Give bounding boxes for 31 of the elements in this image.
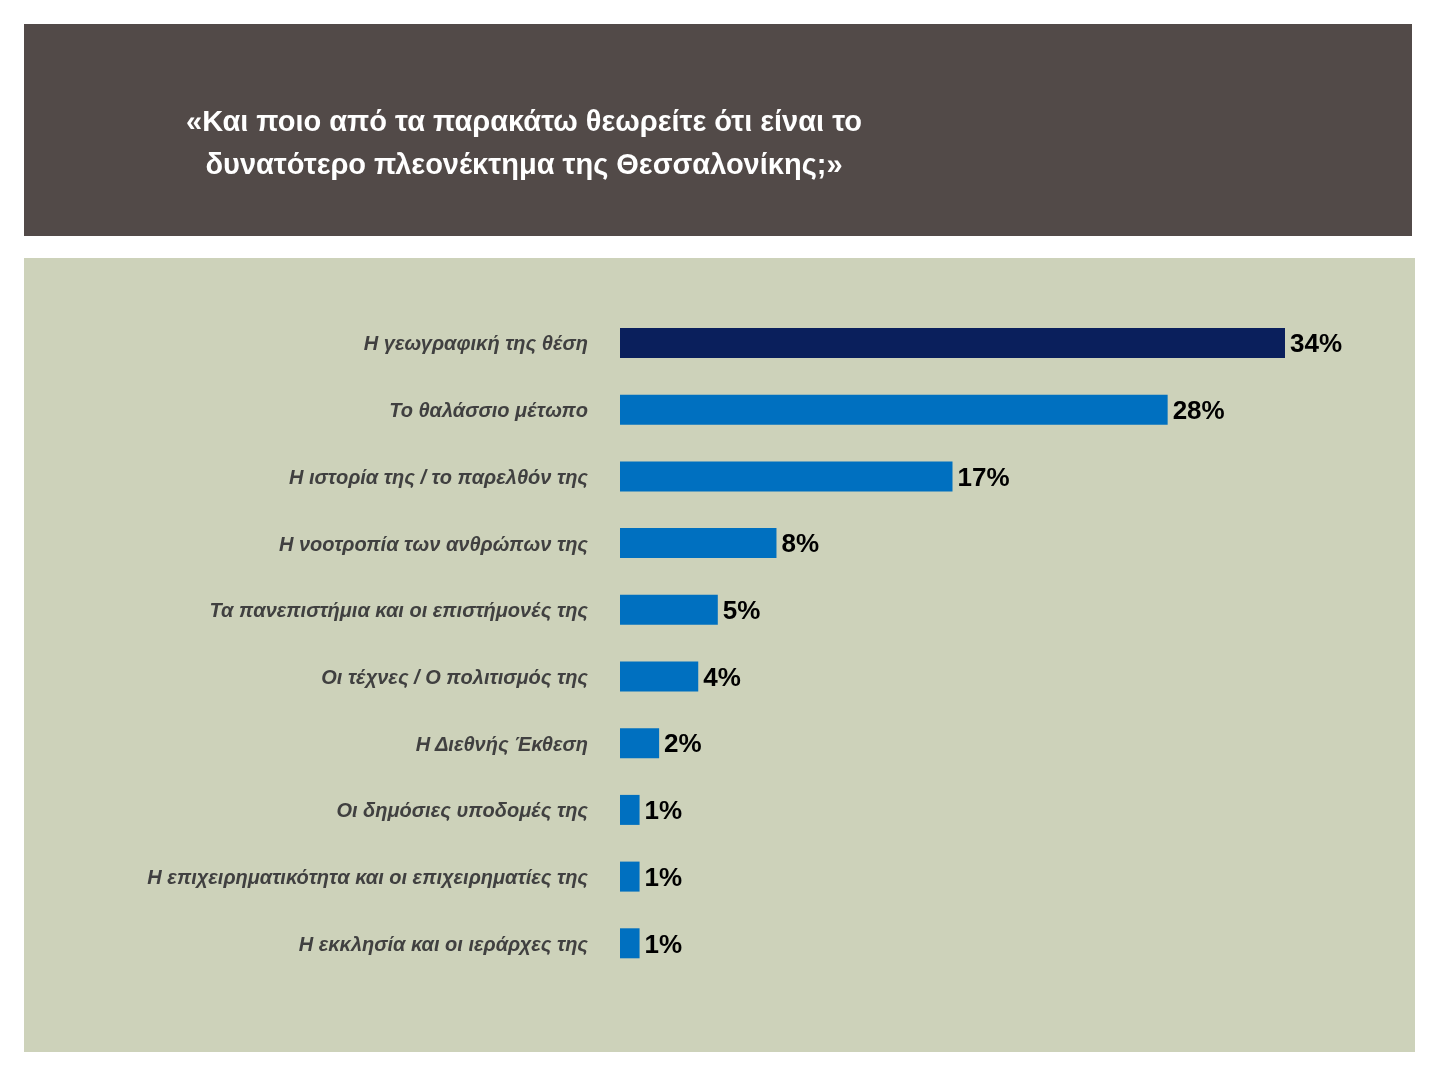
bar (620, 394, 1168, 425)
y-tick-label: Το θαλάσσιο μέτωπο (389, 399, 588, 422)
bar (620, 928, 640, 959)
bar (620, 861, 640, 892)
chart-title: «Και ποιο από τα παρακάτω θεωρείτε ότι είναι το δυνατότερο πλεονέκτημα της Θεσσαλονίκης;» (185, 104, 863, 182)
y-tick-label: Η επιχειρηματικότητα και οι επιχειρηματίες της (147, 866, 589, 890)
y-tick-label: Η νοοτροπία των ανθρώπων της (278, 532, 589, 556)
bar (620, 528, 777, 559)
bar (620, 461, 953, 492)
y-tick-label: Η Διεθνής Έκθεση (415, 732, 588, 756)
y-tick-label: Τα πανεπιστήμια και οι επιστήμονές της (209, 599, 589, 623)
data-label: 34% (1290, 328, 1343, 359)
bar (620, 794, 640, 825)
y-tick-label: Η γεωγραφική της θέση (363, 332, 588, 356)
bar (620, 728, 660, 759)
y-tick-label: Η ιστορία της / το παρελθόν της (288, 465, 589, 489)
y-tick-label: Οι τέχνες / Ο πολιτισμός της (321, 665, 589, 689)
data-label: 5% (722, 595, 761, 626)
data-label: 1% (644, 928, 683, 959)
bar (620, 594, 718, 625)
data-label: 17% (957, 461, 1010, 492)
data-label: 2% (664, 728, 702, 759)
data-label: 8% (781, 528, 820, 559)
bar (620, 661, 699, 692)
data-label: 1% (644, 861, 683, 892)
data-label: 28% (1172, 394, 1225, 425)
y-tick-label: Η εκκλησία και οι ιεράρχες της (298, 932, 589, 956)
y-tick-label: Οι δημόσιες υποδομές της (336, 799, 589, 823)
bar (620, 328, 1285, 358)
data-label: 1% (644, 795, 683, 826)
data-label: 4% (703, 661, 741, 692)
